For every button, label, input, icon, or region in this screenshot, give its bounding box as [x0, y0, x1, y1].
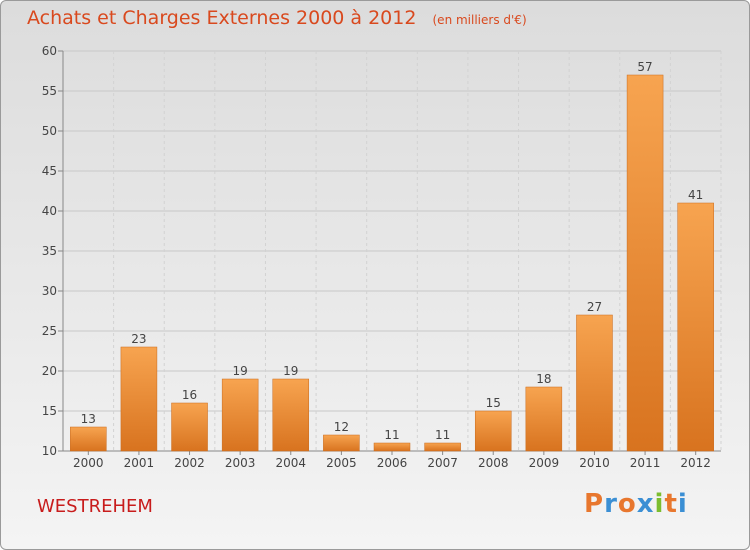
- value-label: 12: [334, 420, 349, 434]
- bar: [120, 346, 158, 452]
- bar: [576, 314, 613, 452]
- y-tick-label: 50: [42, 124, 57, 138]
- bar: [373, 442, 411, 452]
- bar: [171, 402, 208, 452]
- logo-letter: i: [677, 489, 688, 519]
- y-tick-label: 30: [42, 284, 57, 298]
- x-tick-label: 2005: [326, 456, 357, 470]
- value-label: 15: [486, 396, 501, 410]
- x-tick-label: 2012: [680, 456, 711, 470]
- value-label: 11: [384, 428, 399, 442]
- x-tick-label: 2008: [478, 456, 509, 470]
- y-tick-label: 15: [42, 404, 57, 418]
- value-label: 19: [283, 364, 298, 378]
- value-label: 23: [131, 332, 146, 346]
- x-tick-label: 2001: [124, 456, 155, 470]
- x-tick-label: 2000: [73, 456, 104, 470]
- bar: [525, 386, 563, 452]
- bar: [424, 442, 461, 452]
- y-tick-label: 40: [42, 204, 57, 218]
- x-tick-label: 2009: [529, 456, 560, 470]
- bar: [323, 434, 360, 452]
- y-tick-label: 25: [42, 324, 57, 338]
- y-tick-label: 35: [42, 244, 57, 258]
- bar: [626, 74, 664, 452]
- y-tick-label: 55: [42, 84, 57, 98]
- logo-letter: t: [664, 489, 678, 519]
- value-label: 18: [536, 372, 551, 386]
- x-tick-label: 2002: [174, 456, 205, 470]
- value-label: 13: [81, 412, 96, 426]
- logo-letter: i: [654, 489, 665, 519]
- unit-label: (en milliers d'€): [432, 13, 527, 27]
- title-text: Achats et Charges Externes 2000 à 2012: [27, 7, 417, 29]
- bar: [70, 426, 107, 452]
- value-label: 41: [688, 188, 703, 202]
- proxiti-logo: Proxiti: [584, 489, 688, 519]
- bar: [221, 378, 259, 452]
- x-tick-label: 2007: [427, 456, 458, 470]
- labels: 10 15 20 25 30 35 40 45 50 55 60 13 2000 23 2001 16 2002…: [42, 44, 711, 470]
- grid-lines: [62, 50, 722, 452]
- y-tick-label: 45: [42, 164, 57, 178]
- chart-title: Achats et Charges Externes 2000 à 2012 (…: [27, 7, 527, 29]
- value-label: 11: [435, 428, 450, 442]
- x-tick-label: 2003: [225, 456, 256, 470]
- value-label: 16: [182, 388, 197, 402]
- y-tick-label: 60: [42, 44, 57, 58]
- y-tick-label: 20: [42, 364, 57, 378]
- value-label: 27: [587, 300, 602, 314]
- logo-letter: P: [584, 489, 605, 519]
- y-tick-label: 10: [42, 444, 57, 458]
- value-label: 57: [637, 60, 652, 74]
- x-tick-label: 2010: [579, 456, 610, 470]
- place-name: WESTREHEM: [37, 496, 153, 517]
- bar: [677, 202, 714, 452]
- logo-letter: x: [636, 489, 655, 519]
- value-label: 19: [233, 364, 248, 378]
- bar: [272, 378, 310, 452]
- bar: [474, 410, 512, 452]
- axes: [58, 50, 721, 455]
- x-tick-label: 2006: [377, 456, 408, 470]
- x-tick-label: 2011: [630, 456, 661, 470]
- x-tick-label: 2004: [275, 456, 306, 470]
- logo-letter: r: [604, 489, 618, 519]
- logo-letter: o: [617, 489, 637, 519]
- bars: [70, 74, 714, 452]
